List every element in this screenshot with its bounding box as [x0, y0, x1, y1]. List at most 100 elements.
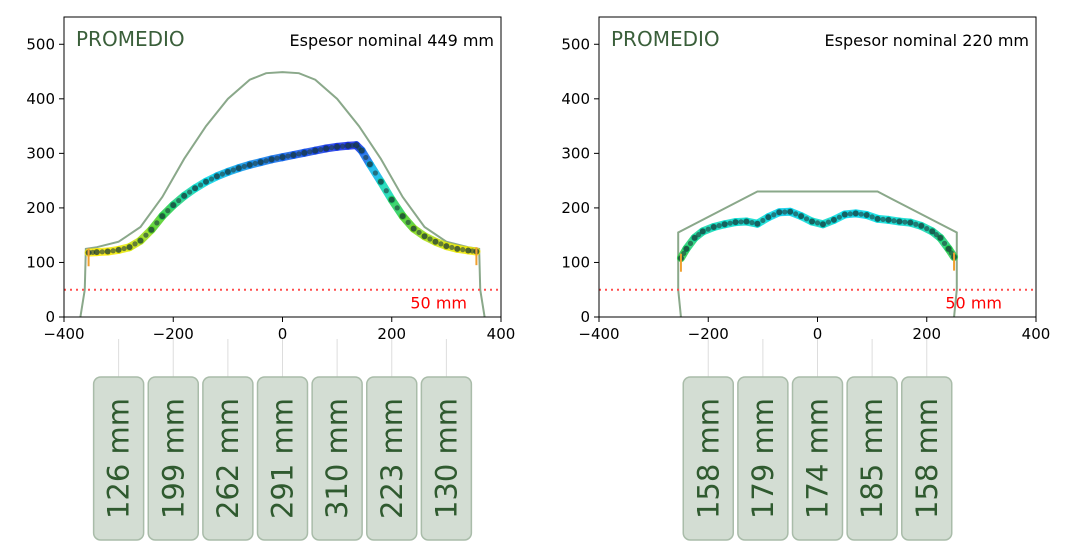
- measured-point: [154, 220, 160, 226]
- plot-frame: [63, 16, 502, 318]
- gauge-thickness-label: 158 mm: [910, 398, 944, 519]
- gauge-thickness-label: 310 mm: [320, 398, 354, 519]
- measured-point: [721, 221, 728, 228]
- chart-panel-2: −400 −200 0 200 400 0 100 200 300 400 500 PROMEDIO E…: [561, 16, 1051, 541]
- measured-point: [421, 233, 428, 240]
- measured-point: [274, 155, 280, 161]
- x-tick-label: 400: [1022, 325, 1051, 343]
- measured-point: [749, 220, 755, 226]
- gauge-box: [682, 376, 734, 541]
- y-tick-label: 400: [561, 90, 590, 108]
- measured-point: [787, 208, 794, 215]
- measured-point: [924, 226, 930, 232]
- measured-point: [126, 244, 133, 251]
- measured-point: [230, 167, 236, 173]
- measured-point: [852, 210, 859, 217]
- measured-point: [754, 220, 761, 227]
- y-tick-label: 200: [561, 199, 590, 217]
- measured-point: [929, 228, 936, 235]
- y-tick-label: 0: [45, 308, 55, 326]
- measured-point: [945, 245, 952, 252]
- measured-point: [830, 216, 837, 223]
- gauge-thickness-label: 130 mm: [429, 398, 463, 519]
- measured-point: [246, 161, 253, 168]
- x-tick-label: −200: [153, 325, 194, 343]
- x-tick-label: 400: [487, 325, 516, 343]
- measured-point: [681, 250, 687, 257]
- y-tick-label: 500: [561, 35, 590, 53]
- y-tick-label: 300: [26, 144, 55, 162]
- measured-point: [907, 219, 914, 226]
- measured-point: [279, 154, 286, 161]
- gauge-box: [846, 376, 898, 541]
- measured-point: [383, 188, 389, 194]
- measured-point: [399, 213, 406, 220]
- nominal-thickness-label: Espesor nominal 449 mm: [290, 31, 494, 50]
- measured-point: [241, 163, 247, 170]
- chart-panel-1: −400 −200 0 200 400 0 100 200 300 400 500 PROMEDIO E…: [26, 16, 516, 541]
- gauge-box: [737, 376, 789, 541]
- measured-point: [825, 219, 832, 225]
- measured-point: [716, 223, 722, 229]
- measured-point: [933, 232, 939, 238]
- measured-point: [913, 221, 919, 227]
- measured-point: [388, 196, 395, 203]
- measured-point: [93, 249, 100, 256]
- measured-point: [941, 240, 948, 246]
- measured-point: [410, 225, 417, 232]
- measured-point: [416, 229, 422, 236]
- corner-label-promedio: PROMEDIO: [76, 27, 185, 51]
- gauge-box: [147, 376, 199, 541]
- gauge-thickness-label: 174 mm: [801, 398, 835, 519]
- y-tick-label: 0: [580, 308, 590, 326]
- y-tick-label: 400: [26, 90, 55, 108]
- measured-point: [208, 176, 215, 182]
- measured-point: [858, 211, 864, 217]
- measured-point: [438, 241, 444, 247]
- measured-point: [323, 145, 330, 152]
- measured-point: [405, 219, 411, 225]
- measured-point: [765, 214, 772, 221]
- measured-point: [257, 159, 264, 166]
- measured-point: [847, 211, 853, 217]
- measured-point: [814, 220, 821, 226]
- gauge-thickness-label: 262 mm: [211, 398, 245, 519]
- gauge-thickness-label: 185 mm: [855, 398, 889, 519]
- measured-point: [937, 234, 944, 241]
- measured-point: [819, 221, 826, 228]
- measured-point: [699, 228, 706, 235]
- gauge-box: [92, 376, 145, 541]
- measured-point: [880, 216, 886, 222]
- measured-point: [143, 232, 149, 238]
- measured-point: [776, 209, 783, 216]
- measured-point: [121, 245, 127, 252]
- measured-point: [696, 232, 702, 238]
- y-tick-label: 200: [26, 199, 55, 217]
- measured-point: [115, 246, 122, 253]
- measured-point: [782, 209, 788, 215]
- gauge-box: [311, 376, 363, 541]
- measured-point: [181, 192, 188, 199]
- measured-point: [99, 249, 105, 255]
- measured-point: [110, 248, 116, 254]
- measured-point: [732, 219, 739, 226]
- reference-line-label: 50 mm: [410, 294, 467, 313]
- measured-point: [132, 241, 138, 247]
- measured-point: [318, 146, 324, 153]
- plot-frame: [598, 16, 1037, 318]
- measured-point: [235, 165, 242, 172]
- measured-point: [213, 173, 220, 180]
- x-tick-label: −200: [688, 325, 729, 343]
- gauge-box: [202, 376, 254, 541]
- y-tick-label: 300: [561, 144, 590, 162]
- measured-point: [743, 218, 750, 225]
- x-tick-label: 0: [278, 325, 288, 343]
- measured-point: [771, 212, 777, 218]
- measured-point: [874, 215, 881, 222]
- measured-point: [836, 214, 842, 220]
- measured-point: [394, 205, 400, 211]
- measured-point: [465, 247, 472, 254]
- measured-point: [329, 145, 335, 151]
- measured-point: [290, 152, 297, 158]
- measured-point: [902, 219, 908, 225]
